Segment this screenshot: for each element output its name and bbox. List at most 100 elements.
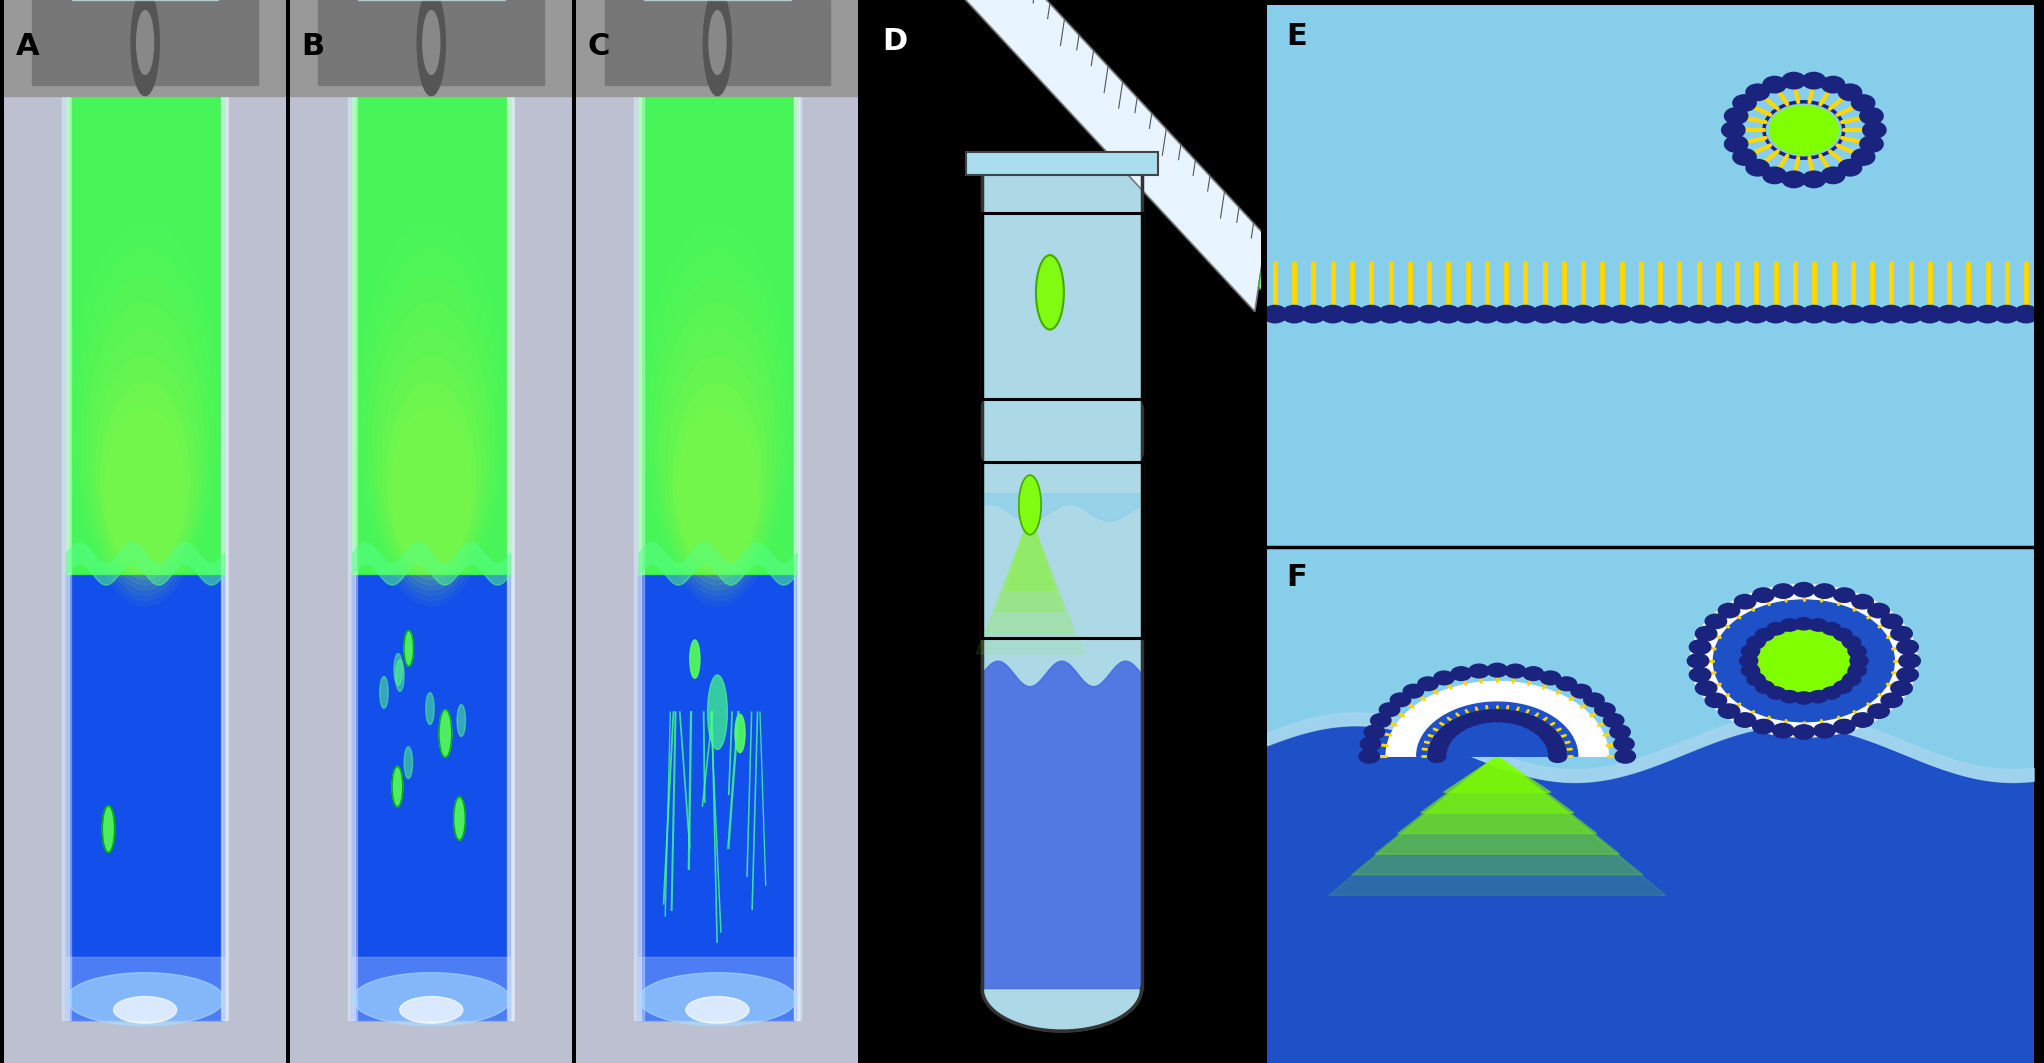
- Circle shape: [1721, 122, 1746, 138]
- Ellipse shape: [65, 973, 225, 1026]
- Circle shape: [1533, 305, 1558, 323]
- Bar: [223, 85, 227, 1020]
- Bar: [634, 85, 642, 1020]
- Circle shape: [709, 11, 726, 74]
- Bar: [61, 85, 69, 1020]
- Circle shape: [1782, 72, 1805, 89]
- Circle shape: [1803, 305, 1827, 323]
- Circle shape: [1782, 171, 1805, 187]
- Circle shape: [1772, 724, 1795, 738]
- Text: F: F: [1286, 563, 1308, 592]
- Circle shape: [1764, 305, 1788, 323]
- Circle shape: [1748, 673, 1766, 686]
- Circle shape: [1036, 255, 1063, 330]
- Ellipse shape: [106, 409, 184, 569]
- Bar: [352, 957, 511, 1020]
- Circle shape: [380, 676, 388, 708]
- Circle shape: [1572, 685, 1590, 698]
- Text: D: D: [883, 27, 908, 55]
- Circle shape: [1449, 720, 1468, 731]
- Ellipse shape: [658, 303, 777, 590]
- Circle shape: [1470, 664, 1490, 678]
- Circle shape: [1793, 725, 1815, 739]
- Circle shape: [1938, 305, 1962, 323]
- Bar: [638, 957, 797, 1020]
- Circle shape: [1821, 167, 1846, 184]
- Circle shape: [1782, 305, 1807, 323]
- Circle shape: [1725, 305, 1750, 323]
- Circle shape: [1359, 305, 1384, 323]
- Circle shape: [1688, 668, 1711, 682]
- Polygon shape: [995, 516, 1063, 611]
- Circle shape: [1780, 691, 1799, 703]
- Bar: [981, 462, 1141, 638]
- Ellipse shape: [687, 997, 748, 1023]
- Circle shape: [131, 0, 159, 96]
- Circle shape: [1733, 95, 1756, 112]
- Circle shape: [1474, 305, 1498, 323]
- Circle shape: [1795, 692, 1813, 704]
- Bar: [638, 85, 797, 574]
- Circle shape: [1852, 95, 1874, 112]
- Circle shape: [1840, 305, 1864, 323]
- Ellipse shape: [654, 276, 781, 595]
- Bar: [347, 85, 356, 1020]
- Ellipse shape: [382, 356, 480, 579]
- Circle shape: [1842, 636, 1860, 648]
- Circle shape: [1494, 305, 1519, 323]
- Circle shape: [1848, 645, 1866, 657]
- Circle shape: [1956, 305, 1981, 323]
- Circle shape: [1813, 584, 1836, 598]
- Circle shape: [1705, 693, 1727, 708]
- Text: B: B: [303, 32, 325, 61]
- Circle shape: [397, 660, 405, 692]
- Circle shape: [1437, 728, 1455, 741]
- Circle shape: [1739, 655, 1758, 667]
- Bar: [221, 85, 229, 1020]
- Circle shape: [1917, 305, 1942, 323]
- Circle shape: [1705, 305, 1729, 323]
- Bar: [0, 0, 300, 96]
- Circle shape: [1419, 677, 1439, 691]
- Ellipse shape: [679, 409, 756, 569]
- Circle shape: [1437, 305, 1461, 323]
- Circle shape: [1852, 713, 1874, 727]
- Circle shape: [1995, 305, 2019, 323]
- Circle shape: [1748, 636, 1766, 648]
- Circle shape: [1551, 305, 1576, 323]
- Bar: [65, 957, 225, 1020]
- Circle shape: [1572, 305, 1596, 323]
- Circle shape: [1725, 136, 1748, 152]
- Circle shape: [137, 11, 153, 74]
- Circle shape: [1504, 711, 1523, 724]
- Ellipse shape: [664, 330, 771, 585]
- Circle shape: [1719, 704, 1739, 719]
- Circle shape: [1504, 664, 1525, 678]
- Circle shape: [1833, 681, 1852, 693]
- Circle shape: [1756, 628, 1774, 641]
- Circle shape: [394, 654, 403, 686]
- Circle shape: [1339, 305, 1363, 323]
- Circle shape: [1850, 655, 1868, 667]
- Ellipse shape: [638, 973, 797, 1026]
- Circle shape: [1852, 594, 1874, 609]
- Circle shape: [1868, 604, 1889, 618]
- Circle shape: [1860, 107, 1883, 124]
- Ellipse shape: [86, 303, 204, 590]
- Ellipse shape: [100, 383, 190, 574]
- Ellipse shape: [82, 276, 208, 595]
- Circle shape: [1533, 724, 1551, 736]
- Bar: [638, 85, 644, 1020]
- Circle shape: [1770, 105, 1838, 154]
- Circle shape: [1772, 584, 1795, 598]
- Circle shape: [1404, 685, 1423, 698]
- Circle shape: [1545, 739, 1564, 750]
- Circle shape: [1527, 720, 1545, 731]
- Circle shape: [405, 746, 413, 778]
- Circle shape: [1842, 673, 1860, 686]
- Polygon shape: [985, 516, 1073, 632]
- Circle shape: [1891, 681, 1913, 695]
- Text: A: A: [16, 32, 39, 61]
- Ellipse shape: [114, 997, 176, 1023]
- Polygon shape: [852, 0, 1265, 311]
